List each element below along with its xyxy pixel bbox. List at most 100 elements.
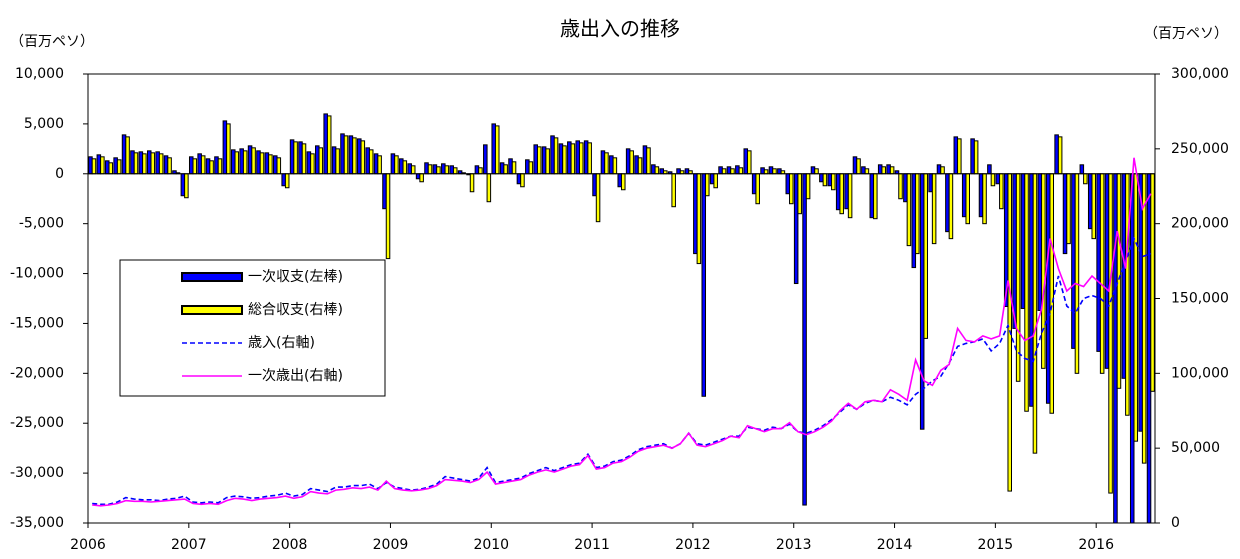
bar [1074, 173, 1080, 374]
bar [676, 168, 681, 175]
bar [978, 173, 984, 218]
bar [1108, 173, 1113, 494]
bar [928, 173, 933, 193]
x-tick-label: 2007 [171, 537, 207, 553]
bar [1150, 173, 1155, 392]
bar [273, 155, 278, 175]
bar [533, 144, 538, 175]
bar [789, 173, 794, 205]
bar [810, 166, 816, 175]
bar [108, 162, 114, 175]
bar [348, 135, 354, 175]
line-series [92, 157, 1152, 507]
bar [96, 154, 102, 175]
bar [738, 167, 744, 175]
bar [567, 141, 572, 175]
bar [1121, 173, 1127, 379]
bar [444, 165, 450, 175]
bar [743, 148, 749, 175]
bar [755, 173, 760, 205]
bar [138, 151, 144, 175]
x-tick-label: 2015 [978, 537, 1014, 553]
bar [357, 138, 362, 175]
legend-label: 一次歳出(右軸) [248, 368, 343, 384]
y2-tick-label: 150,000 [1171, 291, 1229, 307]
bar [718, 166, 723, 175]
bar [385, 173, 391, 260]
bar [646, 147, 651, 175]
bar [642, 145, 648, 175]
bar [298, 141, 303, 175]
bar [121, 134, 127, 175]
bar [844, 173, 849, 210]
bar [705, 173, 710, 197]
bar [373, 153, 379, 175]
bar [735, 165, 740, 175]
bar [528, 161, 534, 175]
bar [553, 137, 559, 175]
y2-tick-label: 200,000 [1171, 216, 1229, 232]
bar [222, 120, 228, 175]
y-tick-label: -30,000 [10, 465, 64, 481]
bar [982, 173, 987, 225]
bar [163, 155, 169, 175]
bar [1062, 173, 1068, 255]
x-tick-label: 2014 [877, 537, 913, 553]
bar [940, 166, 945, 175]
legend-swatch [181, 272, 243, 282]
bar [558, 143, 564, 175]
bar [264, 152, 270, 175]
bar [1141, 173, 1147, 464]
bar [188, 156, 194, 175]
bar [365, 147, 370, 175]
bar [113, 157, 118, 175]
bar [474, 165, 480, 175]
bar [419, 173, 424, 183]
bar [1041, 173, 1046, 369]
bar [1045, 173, 1051, 404]
bar [239, 148, 244, 175]
legend-label: 歳入(右軸) [248, 335, 315, 351]
bar [343, 135, 349, 175]
bar [234, 151, 240, 175]
bar [1096, 173, 1101, 352]
bar [575, 140, 580, 175]
y2-unit: （百万ペソ） [1144, 26, 1228, 42]
bar [436, 166, 441, 175]
bar [877, 164, 883, 175]
bar [873, 173, 878, 220]
bar [869, 173, 875, 219]
bar [847, 173, 853, 219]
bar [999, 173, 1004, 210]
bar [251, 147, 256, 175]
bar [987, 164, 992, 175]
bar [360, 140, 366, 175]
bar [886, 164, 891, 175]
bar [256, 150, 261, 175]
bar [197, 153, 202, 175]
bar [491, 123, 496, 175]
bar [214, 156, 219, 175]
bar [595, 173, 601, 223]
legend-label: 総合収支(右棒) [248, 302, 343, 318]
bar [919, 173, 925, 430]
y-tick-label: 10,000 [15, 66, 64, 82]
bar [1015, 173, 1021, 382]
bar [583, 140, 589, 175]
bar [839, 173, 844, 215]
bar [478, 167, 483, 175]
bar [284, 173, 290, 189]
y-tick-label: 5,000 [24, 116, 64, 132]
x-tick-label: 2011 [574, 537, 610, 553]
bar [1049, 173, 1055, 414]
bar [424, 162, 429, 175]
bar [970, 138, 975, 175]
bar [961, 173, 967, 218]
plot-frame [87, 73, 1156, 524]
bar [990, 173, 996, 187]
bar [827, 173, 833, 187]
y2-tick-label: 100,000 [1171, 365, 1229, 381]
bar [864, 168, 870, 175]
bar [973, 140, 979, 175]
bar [713, 173, 718, 189]
